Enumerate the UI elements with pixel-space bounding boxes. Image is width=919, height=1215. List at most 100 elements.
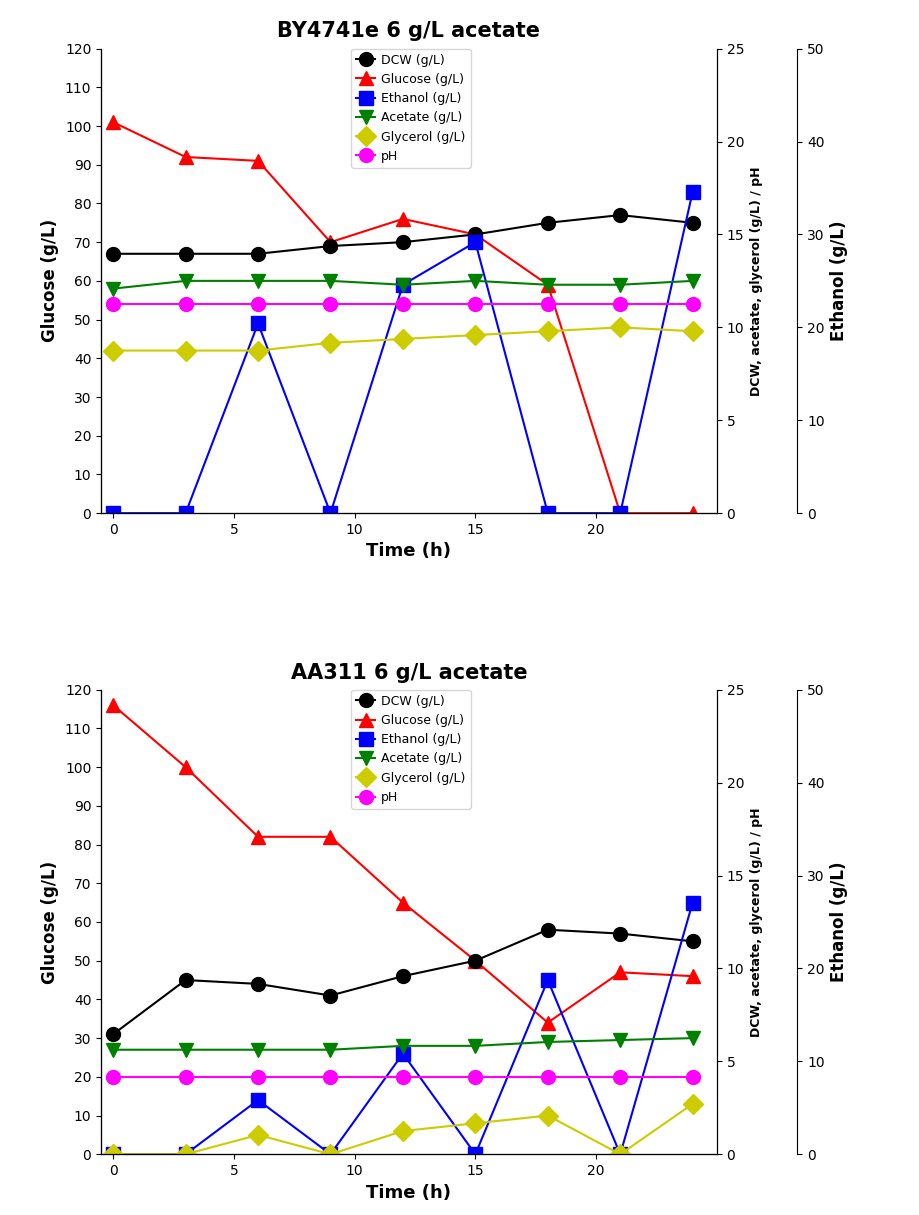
Glucose (g/L) [325,830,336,844]
Acetate (g/L) [253,1042,264,1057]
Acetate (g/L) [470,273,481,288]
DCW (g/L) [470,954,481,968]
pH [615,1069,626,1084]
Acetate (g/L) [180,273,191,288]
Acetate (g/L) [615,1033,626,1047]
DCW (g/L) [253,977,264,991]
Ethanol (g/L) [108,1147,119,1162]
Title: AA311 6 g/L acetate: AA311 6 g/L acetate [290,662,528,683]
DCW (g/L) [470,227,481,242]
Glycerol (g/L) [397,332,408,346]
Line: pH: pH [107,1070,699,1084]
Ethanol (g/L) [253,1092,264,1107]
pH [325,296,336,311]
Ethanol (g/L) [615,1147,626,1162]
Glucose (g/L) [542,277,553,292]
Glucose (g/L) [615,505,626,520]
Glucose (g/L) [470,954,481,968]
Legend: DCW (g/L), Glucose (g/L), Ethanol (g/L), Acetate (g/L), Glycerol (g/L), pH: DCW (g/L), Glucose (g/L), Ethanol (g/L),… [351,49,471,168]
pH [253,296,264,311]
DCW (g/L) [253,247,264,261]
Glucose (g/L) [180,759,191,774]
Glucose (g/L) [687,505,698,520]
Ethanol (g/L) [687,895,698,910]
DCW (g/L) [542,922,553,937]
pH [180,1069,191,1084]
DCW (g/L) [687,215,698,230]
Acetate (g/L) [615,277,626,292]
pH [108,1069,119,1084]
Ethanol (g/L) [397,277,408,292]
Glucose (g/L) [687,968,698,983]
Legend: DCW (g/L), Glucose (g/L), Ethanol (g/L), Acetate (g/L), Glycerol (g/L), pH: DCW (g/L), Glucose (g/L), Ethanol (g/L),… [351,690,471,809]
pH [615,296,626,311]
Glucose (g/L) [108,115,119,130]
pH [253,1069,264,1084]
Glycerol (g/L) [108,1147,119,1162]
DCW (g/L) [180,973,191,988]
Ethanol (g/L) [325,505,336,520]
Glycerol (g/L) [687,324,698,339]
Glucose (g/L) [325,234,336,249]
DCW (g/L) [615,208,626,222]
Line: Glucose (g/L): Glucose (g/L) [107,115,699,520]
Line: pH: pH [107,298,699,311]
pH [180,296,191,311]
DCW (g/L) [687,934,698,949]
Glycerol (g/L) [253,344,264,358]
Glucose (g/L) [108,697,119,712]
Acetate (g/L) [108,282,119,296]
pH [470,1069,481,1084]
pH [687,296,698,311]
pH [470,296,481,311]
Glucose (g/L) [615,965,626,979]
Line: Glycerol (g/L): Glycerol (g/L) [107,321,699,357]
Line: Glucose (g/L): Glucose (g/L) [107,699,699,1029]
pH [542,296,553,311]
Ethanol (g/L) [470,1147,481,1162]
Acetate (g/L) [325,1042,336,1057]
DCW (g/L) [180,247,191,261]
Glucose (g/L) [253,153,264,168]
Acetate (g/L) [108,1042,119,1057]
Glycerol (g/L) [470,1117,481,1131]
Glycerol (g/L) [615,320,626,334]
DCW (g/L) [108,1027,119,1041]
Acetate (g/L) [397,277,408,292]
pH [542,1069,553,1084]
DCW (g/L) [108,247,119,261]
Ethanol (g/L) [108,505,119,520]
Line: Acetate (g/L): Acetate (g/L) [107,273,699,295]
Glycerol (g/L) [108,344,119,358]
Glycerol (g/L) [470,328,481,343]
X-axis label: Time (h): Time (h) [367,1183,451,1202]
pH [687,1069,698,1084]
Line: Ethanol (g/L): Ethanol (g/L) [107,895,699,1162]
Ethanol (g/L) [397,1046,408,1061]
pH [108,296,119,311]
Ethanol (g/L) [325,1147,336,1162]
X-axis label: Time (h): Time (h) [367,542,451,560]
Glucose (g/L) [253,830,264,844]
Ethanol (g/L) [253,316,264,330]
Acetate (g/L) [542,1035,553,1050]
pH [397,1069,408,1084]
Glucose (g/L) [397,211,408,226]
Acetate (g/L) [325,273,336,288]
Line: Acetate (g/L): Acetate (g/L) [107,1032,699,1057]
Glycerol (g/L) [397,1124,408,1138]
Ethanol (g/L) [180,505,191,520]
Glucose (g/L) [470,227,481,242]
Glycerol (g/L) [615,1147,626,1162]
Glycerol (g/L) [325,335,336,350]
Y-axis label: Ethanol (g/L): Ethanol (g/L) [830,221,848,341]
Y-axis label: DCW, acetate, glycerol (g/L) / pH: DCW, acetate, glycerol (g/L) / pH [750,807,763,1036]
DCW (g/L) [397,968,408,983]
Y-axis label: Glucose (g/L): Glucose (g/L) [41,860,60,983]
Glucose (g/L) [542,1016,553,1030]
Ethanol (g/L) [470,234,481,249]
Acetate (g/L) [542,277,553,292]
Acetate (g/L) [180,1042,191,1057]
Glycerol (g/L) [542,324,553,339]
Acetate (g/L) [687,1030,698,1045]
